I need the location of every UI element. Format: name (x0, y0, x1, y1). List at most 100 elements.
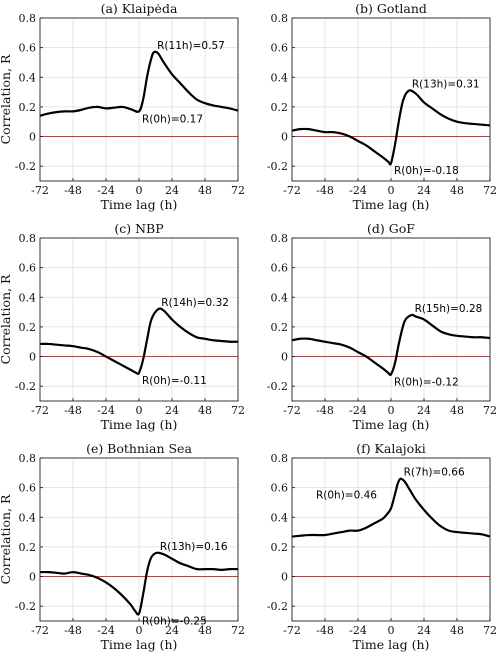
y-tick-label: 0 (281, 351, 288, 364)
y-tick-label: -0.2 (267, 160, 288, 173)
chart-title: (d) GoF (367, 221, 415, 236)
data-annotation: R(0h)=-0.18 (394, 165, 459, 177)
y-tick-label: 0.8 (19, 232, 37, 245)
x-tick-label: 0 (388, 624, 395, 637)
y-tick-label: 0.2 (19, 541, 37, 554)
data-annotation: R(0h)=-0.12 (394, 376, 459, 388)
y-tick-label: 0.2 (271, 101, 289, 114)
y-tick-label: 0 (29, 131, 36, 144)
x-tick-label: 0 (136, 624, 143, 637)
x-tick-label: 48 (198, 624, 212, 637)
y-tick-label: 0.2 (271, 321, 289, 334)
x-tick-label: 48 (450, 624, 464, 637)
x-tick-label: -72 (31, 404, 49, 417)
y-tick-label: 0.2 (19, 101, 37, 114)
x-tick-label: 72 (231, 404, 245, 417)
x-tick-label: 24 (165, 624, 179, 637)
chart-panel-3: -72 -48 -24 0 24 48 72 -0.2 0 0.2 0.4 0.6 0.8 (d) GoF… (267, 221, 497, 432)
x-tick-label: -48 (316, 184, 334, 197)
y-tick-label: 0.6 (19, 262, 37, 275)
x-tick-label: -48 (64, 624, 82, 637)
x-axis-label: Time lag (h) (353, 417, 430, 432)
series-line (291, 477, 491, 538)
chart-title: (e) Bothnian Sea (86, 441, 192, 456)
x-tick-label: -72 (283, 624, 301, 637)
data-annotation: R(0h)=0.17 (142, 113, 203, 125)
x-tick-label: 0 (136, 404, 143, 417)
x-tick-label: 48 (450, 184, 464, 197)
x-tick-label: 24 (417, 184, 431, 197)
y-tick-label: 0.4 (19, 511, 37, 524)
x-tick-label: 24 (165, 184, 179, 197)
y-axis-label: Correlation, R (0, 274, 13, 364)
y-tick-label: -0.2 (15, 600, 36, 613)
y-tick-label: 0 (281, 131, 288, 144)
chart-panel-5: -72 -48 -24 0 24 48 72 -0.2 0 0.2 0.4 0.6 0.8 (f) Kal… (267, 441, 497, 652)
y-tick-label: 0.4 (271, 511, 289, 524)
x-tick-label: -48 (64, 404, 82, 417)
y-tick-label: 0 (281, 571, 288, 584)
data-annotation: R(0h)=0.46 (316, 489, 377, 501)
series-line (291, 89, 491, 166)
x-tick-label: -48 (316, 404, 334, 417)
x-axis-label: Time lag (h) (353, 637, 430, 652)
x-tick-label: -24 (97, 624, 115, 637)
chart-panel-1: -72 -48 -24 0 24 48 72 -0.2 0 0.2 0.4 0.6 0.8 (b) Got… (267, 1, 497, 212)
data-annotation: R(11h)=0.57 (157, 40, 225, 52)
x-axis-label: Time lag (h) (353, 197, 430, 212)
y-tick-label: 0.8 (271, 452, 289, 465)
data-annotation: R(13h)=0.31 (412, 79, 480, 91)
x-tick-label: 48 (450, 404, 464, 417)
x-tick-label: 0 (388, 184, 395, 197)
series-line (39, 551, 239, 616)
y-tick-label: 0.8 (271, 12, 289, 25)
y-tick-label: -0.2 (267, 600, 288, 613)
y-tick-label: 0.2 (19, 321, 37, 334)
y-tick-label: 0.6 (19, 482, 37, 495)
y-tick-label: 0.8 (19, 452, 37, 465)
y-tick-label: -0.2 (15, 160, 36, 173)
x-axis-label: Time lag (h) (101, 197, 178, 212)
data-annotation: R(0h)=-0.25 (142, 616, 207, 628)
series-line (291, 313, 491, 377)
x-tick-label: -72 (283, 404, 301, 417)
y-tick-label: -0.2 (267, 380, 288, 393)
chart-panel-0: -72 -48 -24 0 24 48 72 -0.2 0 0.2 0.4 0.6 0.8 (a) Kla… (0, 1, 245, 212)
y-tick-label: 0.4 (271, 291, 289, 304)
y-tick-label: 0.8 (271, 232, 289, 245)
y-tick-label: 0.4 (271, 71, 289, 84)
x-tick-label: -72 (31, 184, 49, 197)
y-tick-label: 0.6 (271, 482, 289, 495)
x-tick-label: -24 (97, 404, 115, 417)
chart-panel-2: -72 -48 -24 0 24 48 72 -0.2 0 0.2 0.4 0.6 0.8 (c) NBP… (0, 221, 245, 432)
x-tick-label: -24 (349, 624, 367, 637)
y-tick-label: 0.6 (271, 42, 289, 55)
x-tick-label: -24 (97, 184, 115, 197)
y-tick-label: 0.6 (19, 42, 37, 55)
x-tick-label: -72 (31, 624, 49, 637)
x-tick-label: -24 (349, 404, 367, 417)
y-axis-label: Correlation, R (0, 494, 13, 584)
x-tick-label: -72 (283, 184, 301, 197)
chart-panel-4: -72 -48 -24 0 24 48 72 -0.2 0 0.2 0.4 0.6 0.8 (e) Bot… (0, 441, 245, 652)
chart-title: (b) Gotland (355, 1, 427, 16)
data-annotation: R(0h)=-0.11 (142, 375, 207, 387)
y-axis-label: Correlation, R (0, 54, 13, 144)
chart-title: (a) Klaipėda (101, 1, 178, 16)
x-tick-label: 72 (483, 184, 497, 197)
y-tick-label: 0 (29, 571, 36, 584)
x-tick-label: -48 (64, 184, 82, 197)
data-annotation: R(14h)=0.32 (161, 297, 229, 309)
y-tick-label: 0.6 (271, 262, 289, 275)
x-tick-label: 0 (136, 184, 143, 197)
x-tick-label: 48 (198, 184, 212, 197)
chart-title: (c) NBP (114, 221, 163, 236)
x-axis-label: Time lag (h) (101, 637, 178, 652)
x-tick-label: 72 (231, 624, 245, 637)
y-tick-label: 0.4 (19, 71, 37, 84)
data-annotation: R(15h)=0.28 (415, 303, 483, 315)
x-axis-label: Time lag (h) (101, 417, 178, 432)
x-tick-label: 24 (165, 404, 179, 417)
y-tick-label: 0.4 (19, 291, 37, 304)
data-annotation: R(7h)=0.66 (404, 467, 465, 479)
